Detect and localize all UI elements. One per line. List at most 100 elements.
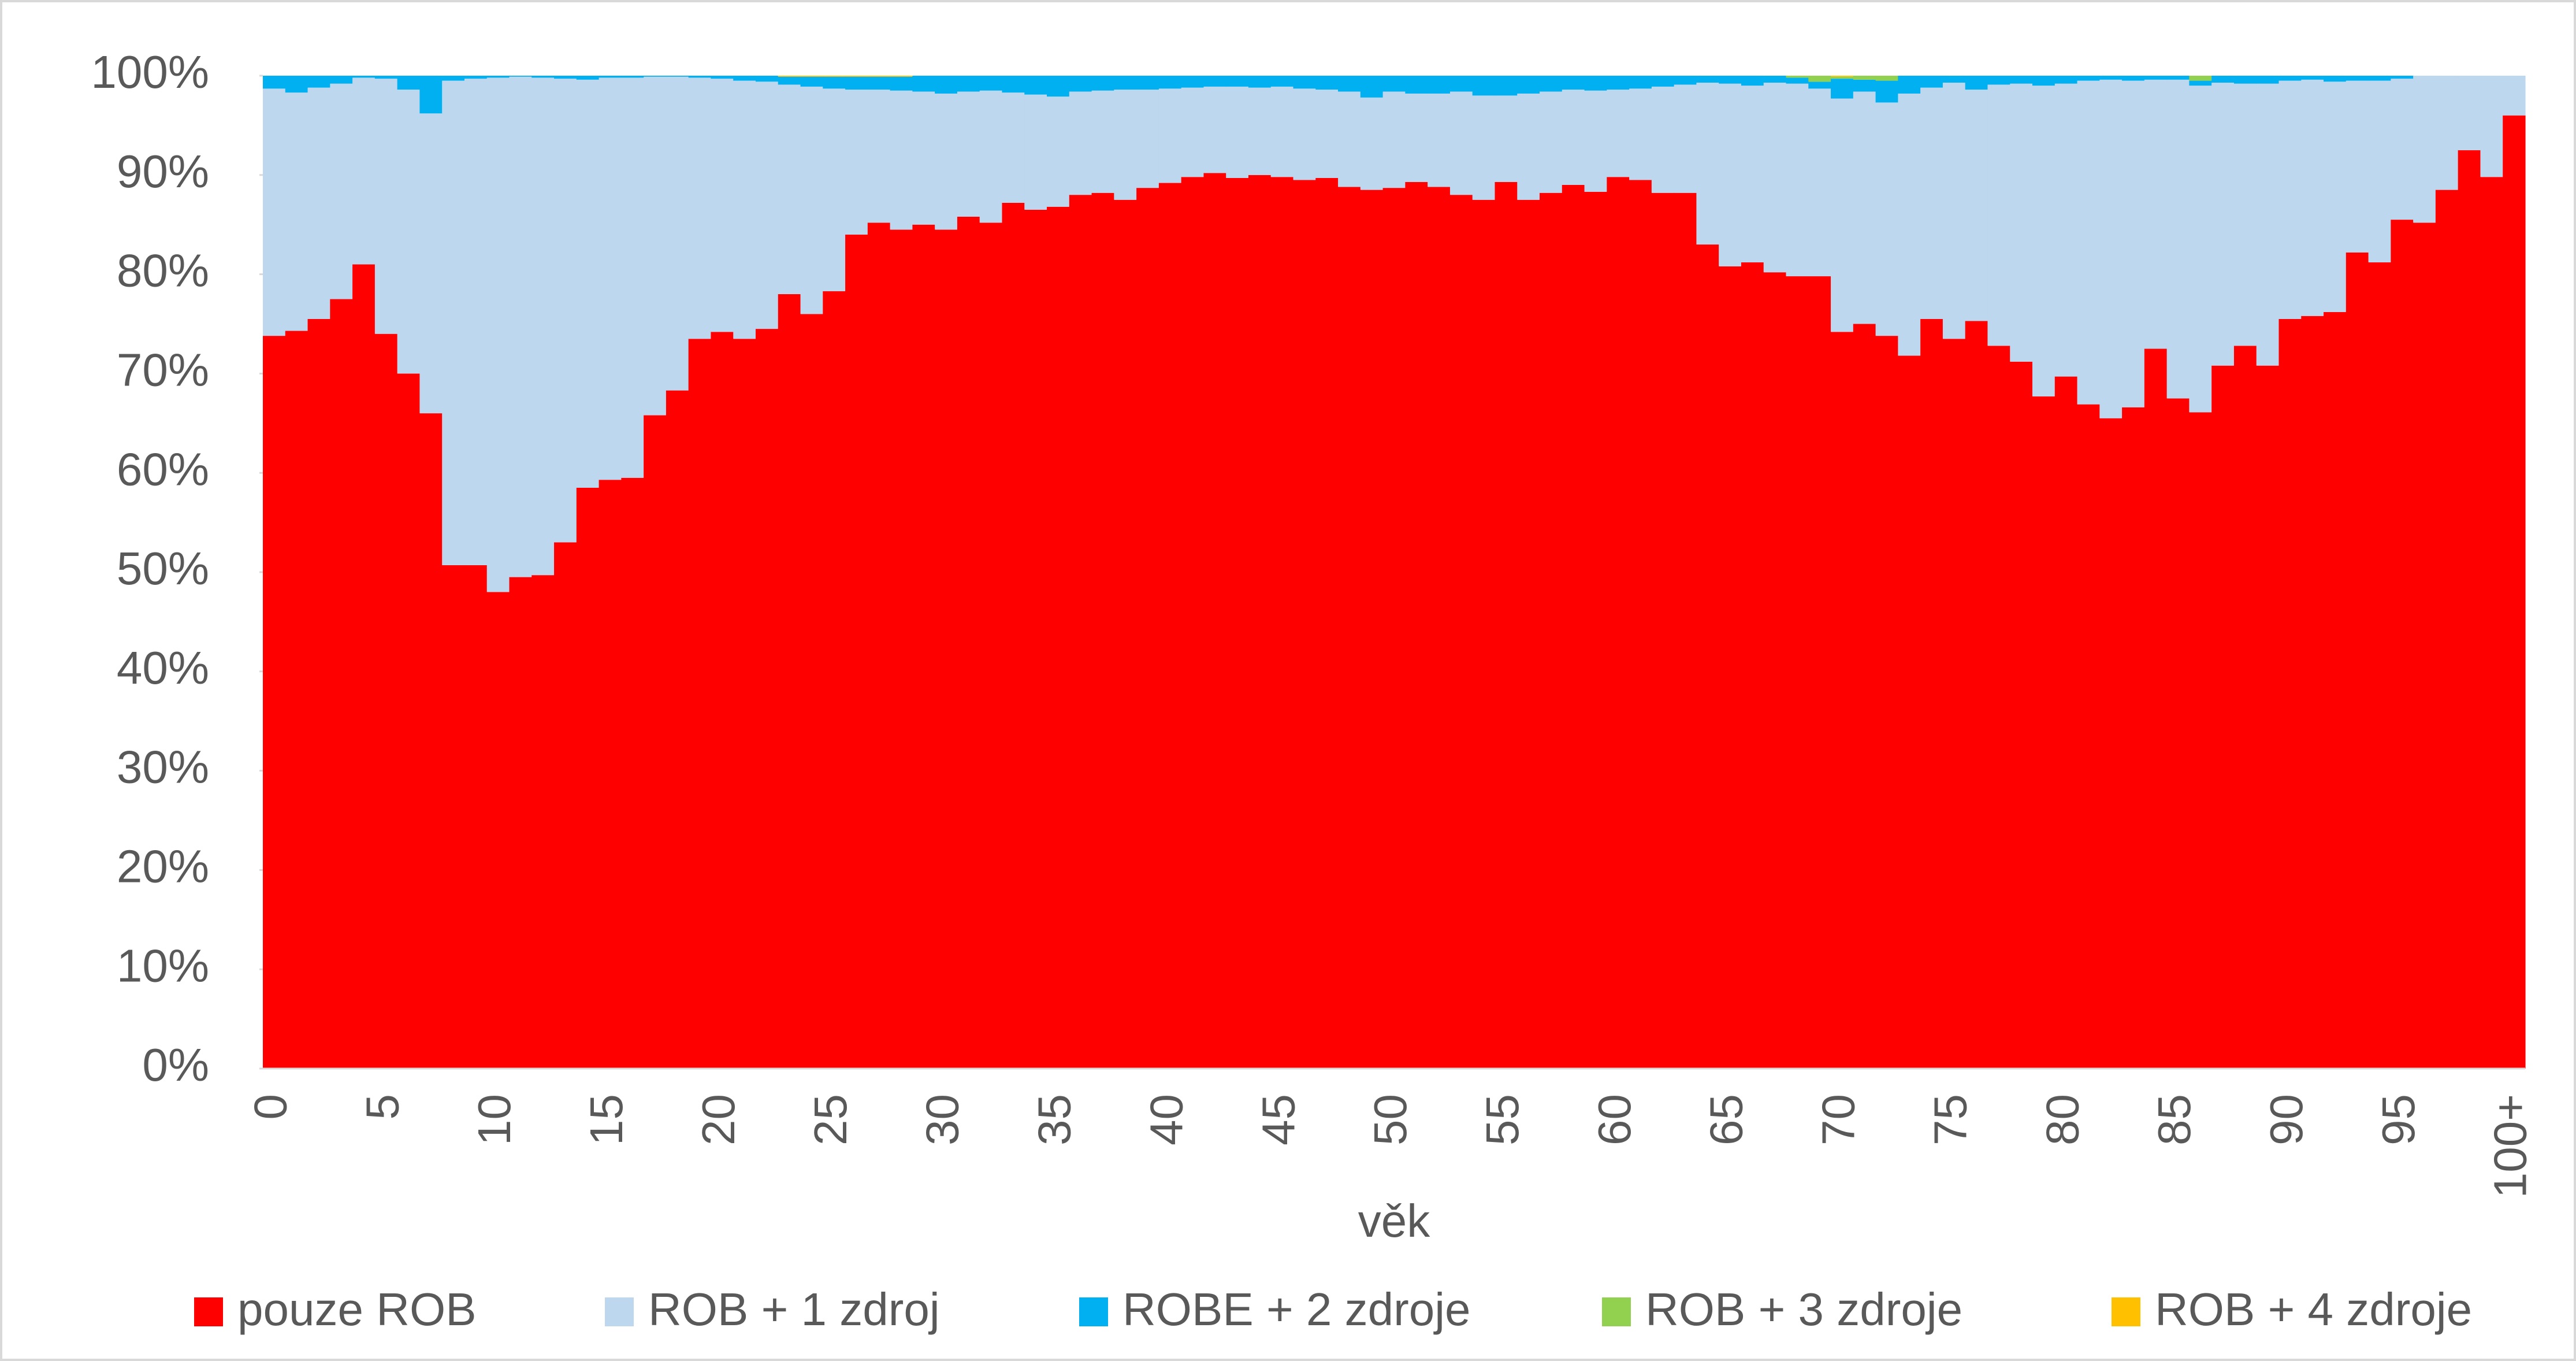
bar-segment: [1382, 91, 1406, 188]
legend-swatch: [1602, 1297, 1631, 1326]
bar-segment: [644, 415, 667, 1069]
bar-segment: [2345, 80, 2369, 253]
bar-segment: [1629, 76, 1652, 89]
bar-segment: [1472, 199, 1496, 1069]
bar-segment: [2256, 83, 2280, 366]
bar-segment: [1674, 192, 1697, 1069]
bar-segment: [890, 76, 913, 77]
bar-segment: [1248, 175, 1272, 1069]
bar-segment: [2032, 76, 2055, 86]
bar-segment: [711, 76, 734, 79]
bar-segment: [2166, 76, 2190, 80]
bar-segment: [2324, 311, 2347, 1069]
bar-segment: [2301, 79, 2324, 316]
bar-segment: [1136, 76, 1159, 90]
bar-segment: [1875, 80, 1898, 103]
bar-segment: [666, 76, 689, 77]
bar-segment: [1181, 76, 1205, 88]
bar-segment: [2099, 418, 2122, 1069]
bar-segment: [867, 76, 891, 77]
bar-segment: [1114, 90, 1137, 200]
bar-segment: [374, 333, 398, 1069]
bar-segment: [2301, 316, 2324, 1069]
bar-segment: [2435, 190, 2459, 1069]
bar-segment: [1562, 90, 1585, 185]
bar-segment: [285, 76, 308, 93]
x-tick-label: 10: [469, 1094, 520, 1145]
bar-segment: [2099, 76, 2122, 80]
bar-segment: [1808, 276, 1831, 1069]
bar-segment: [1629, 180, 1652, 1069]
bar-segment: [486, 76, 510, 78]
bar-segment: [1114, 199, 1137, 1069]
bar-segment: [1719, 83, 1742, 266]
bar-segment: [1674, 84, 1697, 193]
bar-segment: [2256, 76, 2280, 84]
bar-segment: [1248, 87, 1272, 175]
bar-segment: [2077, 404, 2100, 1069]
bar-segment: [1920, 318, 1943, 1069]
bar-segment: [554, 542, 577, 1069]
bar-segment: [890, 90, 913, 230]
bar-segment: [1047, 76, 1070, 97]
bar-segment: [1024, 76, 1047, 95]
bar-segment: [2278, 76, 2302, 81]
bar-segment: [1853, 79, 1876, 92]
bar-segment: [957, 216, 980, 1069]
bar-segment: [2503, 76, 2526, 116]
bar-segment: [1719, 266, 1742, 1069]
bar-segment: [1540, 76, 1563, 92]
bar-segment: [307, 76, 330, 88]
bar-segment: [935, 229, 958, 1069]
bar-segment: [285, 331, 308, 1069]
bar-segment: [1987, 84, 2010, 346]
bar-segment: [733, 339, 756, 1069]
bar-segment: [2278, 80, 2302, 319]
bar-segment: [1002, 202, 1025, 1069]
bar-segment: [1719, 76, 1742, 84]
bar-segment: [1293, 76, 1316, 89]
bar-segment: [1540, 91, 1563, 193]
bar-segment: [442, 76, 465, 81]
bar-segment: [1920, 87, 1943, 319]
bar-segment: [1965, 76, 1988, 90]
bar-segment: [2368, 80, 2391, 262]
bar-segment: [1651, 192, 1675, 1069]
bar-segment: [464, 565, 488, 1069]
bar-segment: [823, 88, 846, 291]
bar-segment: [1831, 332, 1854, 1069]
bar-segment: [621, 76, 644, 78]
x-tick-label: 75: [1924, 1094, 1976, 1145]
bar-segment: [1808, 81, 1831, 89]
bar-segment: [979, 90, 1003, 223]
bar-segment: [1158, 76, 1182, 89]
bar-segment: [397, 90, 421, 374]
bar-segment: [554, 79, 577, 543]
bar-segment: [307, 87, 330, 319]
bar-segment: [1741, 86, 1764, 262]
x-tick-label: 5: [356, 1094, 408, 1120]
bar-segment: [1495, 181, 1518, 1069]
bar-segment: [1405, 181, 1428, 1069]
bar-segment: [1405, 76, 1428, 94]
bar-segment: [1338, 76, 1361, 92]
bar-segment: [1898, 93, 1921, 356]
bar-segment: [330, 299, 353, 1069]
bar-segment: [688, 76, 712, 78]
bar-segment: [957, 91, 980, 217]
bar-segment: [800, 86, 823, 314]
bar-segment: [1875, 102, 1898, 336]
x-tick-label: 100+: [2485, 1094, 2536, 1198]
bar-segment: [2480, 76, 2503, 177]
bar-segment: [1495, 76, 1518, 96]
bar-segment: [1942, 76, 1966, 83]
bar-segment: [1114, 76, 1137, 90]
legend-swatch: [2112, 1297, 2140, 1326]
bar-segment: [1181, 177, 1205, 1069]
bar-segment: [1965, 90, 1988, 321]
bar-segment: [1449, 76, 1473, 92]
bar-segment: [621, 477, 644, 1069]
bar-segment: [442, 565, 465, 1069]
bar-segment: [1562, 76, 1585, 90]
bar-segment: [1449, 91, 1473, 195]
